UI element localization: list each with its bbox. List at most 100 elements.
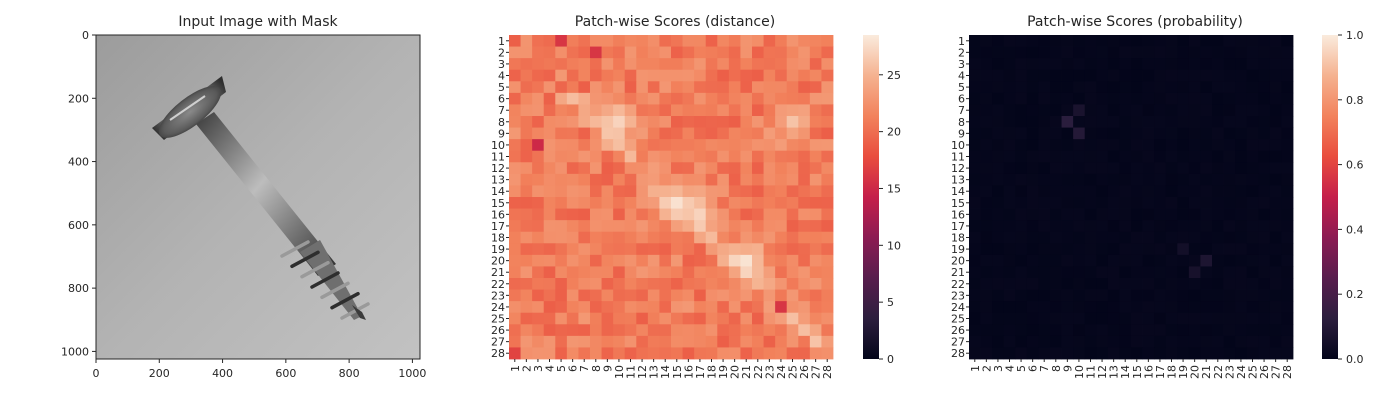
heatmap-cell [694,312,707,325]
heatmap-x-tick-label: 4 [544,365,557,372]
heatmap-cell [532,127,545,140]
heatmap-cell [969,335,981,348]
heatmap-cell [636,173,649,186]
heatmap-cell [1107,162,1120,175]
heatmap-cell [1165,150,1178,163]
heatmap-cell [1188,324,1201,337]
heatmap-cell [775,197,788,209]
heatmap-y-tick-label: 23 [951,289,965,302]
heatmap-cell [1154,92,1167,105]
colorbar-tick-label: 0 [887,353,894,366]
heatmap-cell [613,173,626,186]
heatmap-cell [786,69,799,82]
heatmap-cell [1119,69,1132,82]
heatmap-cell [543,243,556,256]
heatmap-cell [682,92,695,105]
heatmap-cell [509,335,521,348]
heatmap-y-tick-label: 19 [951,243,965,256]
heatmap-cell [798,289,811,302]
heatmap-cell [821,58,834,71]
heatmap-cell [786,139,799,152]
heatmap-cell [728,127,741,140]
heatmap-cell [1281,278,1294,290]
heatmap-cell [809,162,822,175]
heatmap-cell [1061,104,1074,117]
heatmap-cell [969,324,981,337]
heatmap-cell [1026,150,1039,163]
heatmap-cell [1084,289,1097,302]
heatmap-cell [1015,127,1028,140]
heatmap-cell [1107,231,1120,244]
heatmap-cell [1223,324,1236,337]
heatmap-cell [1200,289,1213,302]
heatmap-cell [705,312,718,325]
heatmap-cell [613,324,626,337]
heatmap-x-tick-label: 13 [1108,365,1121,379]
heatmap-cell [798,116,811,128]
heatmap-cell [728,208,741,221]
heatmap-cell [1038,312,1051,325]
heatmap-cell [1073,231,1086,244]
heatmap-cell [1038,324,1051,337]
heatmap-cell [1061,46,1074,59]
heatmap-cell [1073,220,1086,233]
heatmap-cell [775,69,788,82]
screw-threads [280,240,370,320]
heatmap-cell [1246,289,1259,302]
heatmap-cell [1050,335,1062,348]
heatmap-cell [1200,208,1213,221]
heatmap-cell [969,347,981,360]
heatmap-cell [992,46,1005,59]
heatmap-cell [1142,139,1155,152]
heatmap-cell [1269,197,1282,209]
heatmap-cell [659,139,672,152]
heatmap-cell [1200,254,1213,267]
heatmap-cell [1165,116,1178,128]
heatmap-cell [1107,104,1120,117]
heatmap-cell [1026,162,1039,175]
heatmap-cell [992,301,1005,314]
heatmap-cell [1177,185,1190,198]
heatmap-cell [1165,92,1178,105]
heatmap-cell [1281,173,1294,186]
heatmap-cell [613,92,626,105]
heatmap-cell [590,278,602,290]
heatmap-cell [1084,139,1097,152]
heatmap-cell [1038,185,1051,198]
heatmap-cell [786,301,799,314]
heatmap-cell [566,347,579,360]
heatmap-cell [520,104,533,117]
heatmap-cell [752,231,764,244]
heatmap-cell [1269,173,1282,186]
heatmap-cell [601,301,614,314]
heatmap-cell [647,254,660,267]
heatmap-cell [1142,324,1155,337]
heatmap-cell [1154,81,1167,94]
heatmap-cell [1188,243,1201,256]
heatmap-cell [543,69,556,82]
heatmap-cell [1235,289,1248,302]
heatmap-cell [821,46,834,59]
heatmap-cell [705,324,718,337]
heatmap-cell [1258,208,1271,221]
heatmap-cell [763,278,776,290]
heatmap-cell [578,92,591,105]
heatmap-cell [1212,208,1224,221]
heatmap-cell [728,185,741,198]
heatmap-cell [1084,301,1097,314]
heatmap-cell [992,289,1005,302]
heatmap-cell [1003,231,1016,244]
heatmap-cell [671,254,683,267]
heatmap-cell [694,173,707,186]
heatmap-cell [555,208,568,221]
heatmap-cell [717,289,730,302]
heatmap-y-tick-label: 28 [951,347,965,360]
heatmap-cell [763,104,776,117]
heatmap-cell [798,254,811,267]
heatmap-cell [1026,301,1039,314]
heatmap-cell [532,278,545,290]
heatmap-y-tick-label: 17 [951,220,965,233]
heatmap-cell [694,116,707,128]
heatmap-cell [1235,243,1248,256]
heatmap-cell [763,301,776,314]
